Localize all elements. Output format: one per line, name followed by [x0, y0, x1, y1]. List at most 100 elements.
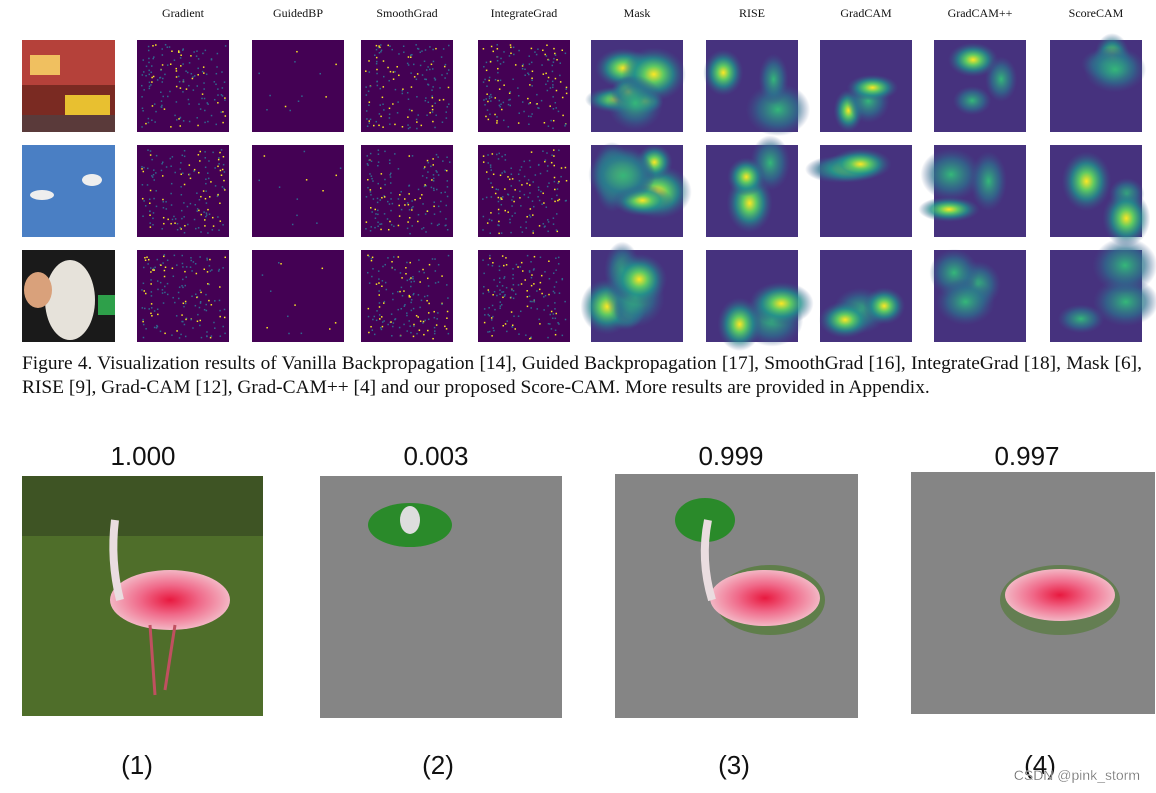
score: 0.999	[698, 441, 763, 471]
map-speck	[435, 114, 437, 117]
map-speck	[485, 61, 488, 64]
map-speck	[163, 254, 166, 256]
map-speck	[149, 214, 151, 216]
map-speck	[433, 201, 435, 204]
map-speck	[510, 185, 513, 187]
map-speck	[518, 333, 520, 335]
map-speck	[488, 95, 491, 98]
map-speck	[151, 65, 153, 67]
map-speck	[222, 155, 225, 158]
map-speck	[366, 271, 369, 274]
map-speck	[203, 268, 206, 271]
map-speck	[145, 65, 148, 68]
map-speck	[149, 210, 151, 212]
map-speck	[393, 225, 395, 228]
map-speck	[211, 269, 213, 271]
map-speck	[492, 50, 494, 53]
map-speck	[213, 321, 215, 324]
map-speck	[322, 189, 324, 192]
map-speck	[176, 222, 179, 225]
map-speck	[417, 213, 420, 216]
map-speck	[217, 94, 219, 96]
map-speck	[378, 302, 381, 304]
map-speck	[503, 276, 506, 278]
map-speck	[391, 260, 393, 263]
map-speck	[157, 313, 159, 316]
map-speck	[526, 305, 529, 308]
map-speck	[523, 193, 526, 196]
map-speck	[180, 186, 182, 188]
map-speck	[142, 170, 145, 173]
saliency-map	[706, 135, 798, 237]
map-background	[137, 250, 229, 342]
map-speck	[494, 308, 496, 311]
map-speck	[149, 202, 151, 204]
map-speck	[152, 173, 155, 176]
map-speck	[381, 196, 383, 199]
map-speck	[198, 198, 201, 201]
map-speck	[188, 84, 190, 87]
map-speck	[554, 54, 557, 56]
map-speck	[291, 223, 294, 226]
map-speck	[193, 51, 195, 53]
map-speck	[204, 197, 207, 200]
map-speck	[377, 182, 379, 185]
map-speck	[494, 192, 497, 195]
map-speck	[528, 271, 531, 273]
map-speck	[490, 169, 492, 171]
map-speck	[440, 56, 443, 58]
map-speck	[438, 99, 441, 101]
map-speck	[205, 293, 207, 296]
map-speck	[153, 169, 155, 171]
map-speck	[175, 70, 178, 72]
map-speck	[152, 269, 154, 271]
map-speck	[185, 276, 187, 278]
saliency-map	[1050, 237, 1156, 342]
map-speck	[176, 228, 179, 231]
map-speck	[487, 100, 489, 103]
map-speck	[397, 101, 399, 103]
map-speck	[223, 171, 226, 173]
map-speck	[389, 176, 392, 178]
map-speck	[551, 80, 554, 83]
map-speck	[432, 177, 435, 180]
map-speck	[419, 281, 421, 283]
map-speck	[196, 208, 199, 210]
map-speck	[446, 72, 448, 75]
map-speck	[183, 231, 186, 234]
map-speck	[433, 332, 436, 335]
map-speck	[564, 123, 567, 126]
map-speck	[216, 52, 219, 55]
map-speck	[553, 57, 555, 60]
map-speck	[487, 118, 490, 121]
map-speck	[517, 284, 520, 286]
map-speck	[148, 85, 151, 88]
map-speck	[216, 66, 218, 68]
column-header: Gradient	[162, 6, 205, 20]
map-speck	[413, 280, 415, 283]
map-speck	[425, 78, 428, 81]
map-speck	[172, 275, 175, 278]
map-speck	[199, 302, 202, 304]
map-speck	[541, 64, 543, 66]
map-speck	[384, 150, 386, 153]
map-speck	[176, 119, 178, 121]
map-speck	[437, 205, 440, 208]
map-speck	[519, 197, 521, 199]
map-speck	[501, 172, 503, 174]
map-speck	[422, 268, 424, 271]
map-speck	[493, 279, 495, 281]
map-speck	[223, 179, 225, 182]
map-speck	[378, 294, 380, 296]
map-speck	[529, 184, 531, 186]
map-speck	[217, 194, 219, 196]
map-speck	[367, 186, 369, 189]
map-speck	[421, 175, 424, 177]
map-speck	[219, 220, 222, 222]
map-speck	[410, 331, 412, 334]
map-speck	[565, 86, 568, 89]
map-speck	[193, 75, 196, 77]
map-speck	[431, 108, 434, 111]
map-speck	[524, 68, 526, 71]
map-speck	[408, 278, 411, 281]
